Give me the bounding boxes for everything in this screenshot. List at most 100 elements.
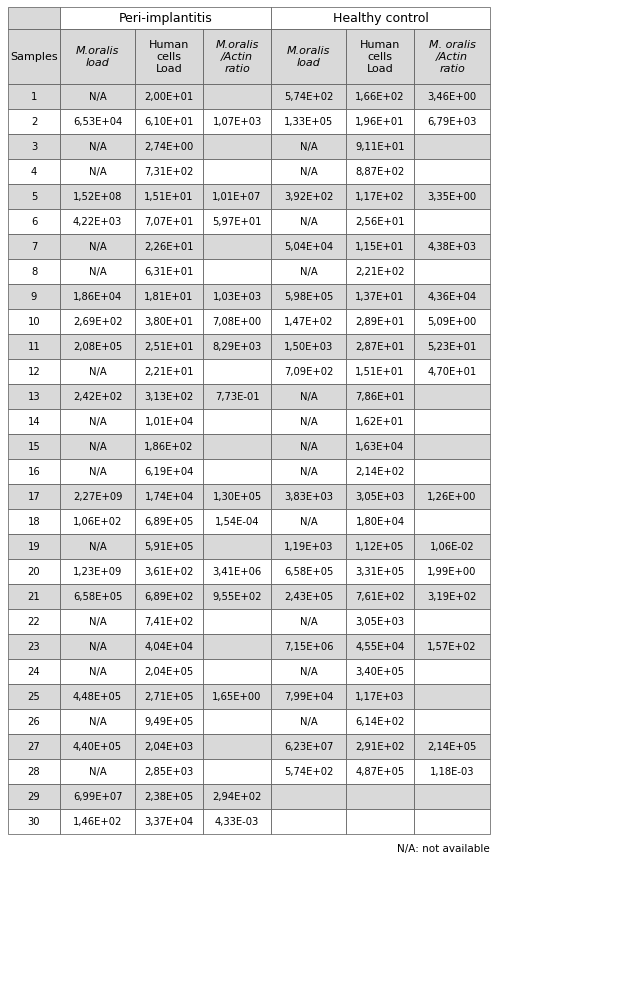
- Bar: [203, 110, 271, 135]
- Text: 5,74E+02: 5,74E+02: [284, 766, 333, 776]
- Bar: [8, 385, 60, 410]
- Text: 1,30E+05: 1,30E+05: [212, 492, 262, 502]
- Bar: [135, 560, 203, 584]
- Bar: [8, 584, 60, 609]
- Text: 1,65E+00: 1,65E+00: [212, 692, 262, 702]
- Text: 6: 6: [31, 218, 37, 228]
- Text: 1,74E+04: 1,74E+04: [144, 492, 193, 502]
- Bar: [271, 30, 346, 84]
- Text: N/A: N/A: [300, 442, 317, 452]
- Bar: [60, 659, 135, 684]
- Text: 4,36E+04: 4,36E+04: [428, 292, 477, 302]
- Text: 7,07E+01: 7,07E+01: [144, 218, 193, 228]
- Bar: [346, 809, 414, 834]
- Text: N/A: N/A: [300, 167, 317, 177]
- Text: 1,26E+00: 1,26E+00: [427, 492, 477, 502]
- Text: N/A: N/A: [300, 267, 317, 277]
- Text: 1,54E-04: 1,54E-04: [215, 517, 259, 527]
- Bar: [60, 185, 135, 210]
- Bar: [135, 135, 203, 160]
- Text: 2,87E+01: 2,87E+01: [355, 342, 404, 352]
- Bar: [346, 210, 414, 235]
- Bar: [271, 310, 346, 335]
- Text: 1,86E+02: 1,86E+02: [144, 442, 193, 452]
- Bar: [271, 360, 346, 385]
- Bar: [203, 30, 271, 84]
- Text: 3,37E+04: 3,37E+04: [144, 817, 193, 827]
- Text: N/A: N/A: [300, 142, 317, 152]
- Bar: [60, 735, 135, 759]
- Bar: [346, 185, 414, 210]
- Bar: [346, 759, 414, 784]
- Bar: [60, 360, 135, 385]
- Text: 2,42E+02: 2,42E+02: [73, 392, 122, 403]
- Text: N/A: N/A: [300, 467, 317, 477]
- Bar: [60, 235, 135, 259]
- Bar: [203, 809, 271, 834]
- Text: 1,50E+03: 1,50E+03: [284, 342, 333, 352]
- Text: 24: 24: [28, 667, 40, 677]
- Bar: [346, 710, 414, 735]
- Bar: [271, 8, 490, 30]
- Text: 3,31E+05: 3,31E+05: [355, 567, 404, 577]
- Bar: [346, 84, 414, 110]
- Text: 1,62E+01: 1,62E+01: [355, 417, 405, 427]
- Bar: [135, 609, 203, 634]
- Text: N/A: N/A: [89, 467, 106, 477]
- Bar: [203, 434, 271, 459]
- Bar: [346, 135, 414, 160]
- Bar: [135, 459, 203, 484]
- Bar: [346, 259, 414, 284]
- Text: 5,04E+04: 5,04E+04: [284, 243, 333, 252]
- Text: Human
cells
Load: Human cells Load: [149, 41, 189, 75]
- Text: N/A: N/A: [89, 442, 106, 452]
- Text: 7: 7: [31, 243, 37, 252]
- Bar: [135, 235, 203, 259]
- Bar: [346, 385, 414, 410]
- Text: 2,85E+03: 2,85E+03: [144, 766, 193, 776]
- Bar: [8, 185, 60, 210]
- Bar: [414, 335, 490, 360]
- Bar: [135, 210, 203, 235]
- Text: N/A: N/A: [300, 392, 317, 403]
- Bar: [346, 735, 414, 759]
- Text: 2,43E+05: 2,43E+05: [284, 591, 333, 602]
- Bar: [8, 784, 60, 809]
- Text: 15: 15: [28, 442, 40, 452]
- Bar: [135, 634, 203, 659]
- Text: 7,99E+04: 7,99E+04: [284, 692, 333, 702]
- Text: 4,48E+05: 4,48E+05: [73, 692, 122, 702]
- Text: 6,58E+05: 6,58E+05: [73, 591, 122, 602]
- Text: 6,14E+02: 6,14E+02: [355, 717, 404, 727]
- Bar: [135, 784, 203, 809]
- Bar: [346, 235, 414, 259]
- Bar: [203, 310, 271, 335]
- Text: 30: 30: [28, 817, 40, 827]
- Bar: [271, 160, 346, 185]
- Bar: [271, 510, 346, 535]
- Text: 6,89E+05: 6,89E+05: [144, 517, 193, 527]
- Text: 4,33E-03: 4,33E-03: [215, 817, 259, 827]
- Text: 5,91E+05: 5,91E+05: [144, 542, 194, 552]
- Bar: [60, 710, 135, 735]
- Bar: [271, 459, 346, 484]
- Text: N/A: N/A: [89, 766, 106, 776]
- Bar: [60, 684, 135, 710]
- Text: 1,23E+09: 1,23E+09: [73, 567, 122, 577]
- Bar: [414, 360, 490, 385]
- Bar: [346, 360, 414, 385]
- Text: 6,79E+03: 6,79E+03: [427, 117, 477, 127]
- Bar: [203, 560, 271, 584]
- Text: 9,55E+02: 9,55E+02: [212, 591, 262, 602]
- Bar: [8, 459, 60, 484]
- Bar: [271, 484, 346, 510]
- Bar: [8, 535, 60, 560]
- Bar: [60, 259, 135, 284]
- Bar: [203, 410, 271, 434]
- Text: 8,29E+03: 8,29E+03: [212, 342, 262, 352]
- Bar: [8, 484, 60, 510]
- Text: 4,40E+05: 4,40E+05: [73, 742, 122, 751]
- Text: 2,56E+01: 2,56E+01: [355, 218, 405, 228]
- Text: 1,86E+04: 1,86E+04: [73, 292, 122, 302]
- Bar: [414, 434, 490, 459]
